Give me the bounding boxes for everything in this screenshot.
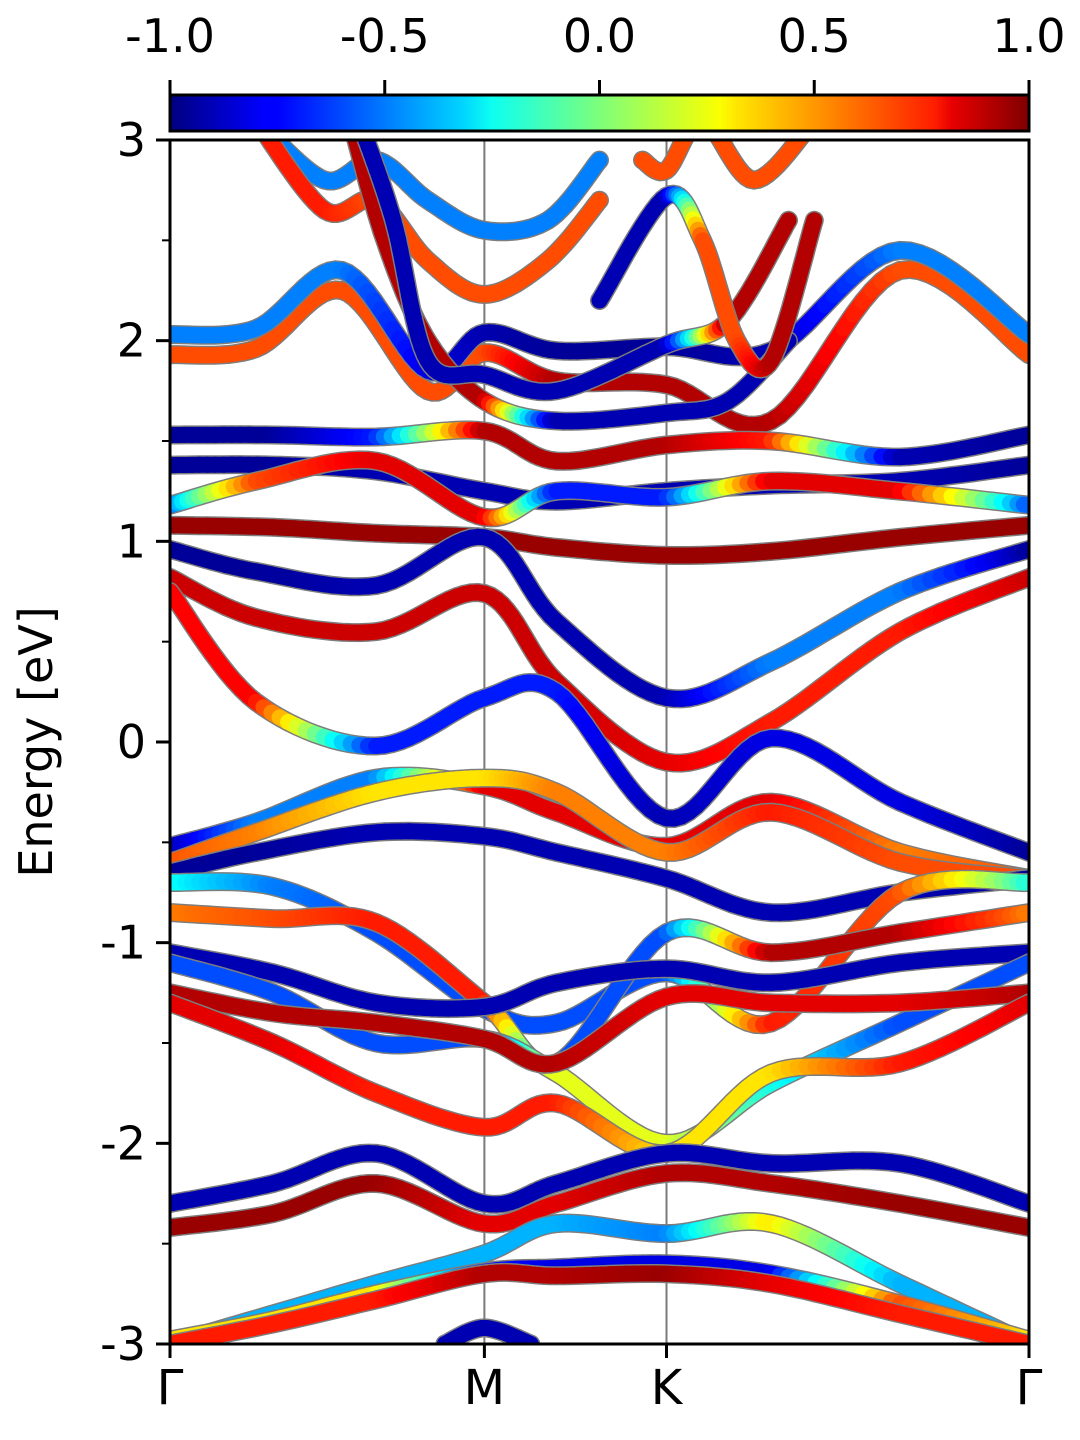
band-series <box>590 184 824 379</box>
band-series <box>170 259 1029 435</box>
y-tick-label: 3 <box>117 113 146 167</box>
y-tick-label: -3 <box>100 1317 146 1371</box>
band-series <box>262 140 609 242</box>
band-series <box>170 983 1029 1074</box>
y-axis-label: Energy [eV] <box>9 606 63 877</box>
bands <box>170 140 1029 1344</box>
band-series <box>170 582 1029 862</box>
x-tick-label: Γ <box>157 1360 184 1416</box>
colorbar: -1.0 -0.5 0.0 0.5 1.0 <box>125 9 1066 133</box>
band-segment <box>711 140 728 147</box>
band-series <box>170 943 1029 1019</box>
band-segment <box>678 140 693 145</box>
band-series <box>170 420 1029 471</box>
y-tick-label: 0 <box>117 715 146 769</box>
y-tick-label: -1 <box>100 916 146 970</box>
x-tick-label: Γ <box>1016 1360 1043 1416</box>
y-tick-label: -2 <box>100 1116 146 1170</box>
colorbar-tick-label: 0.5 <box>778 9 851 63</box>
band-series <box>170 1163 1029 1238</box>
colorbar-tick-label: -1.0 <box>125 9 215 63</box>
colorbar-tick-label: -0.5 <box>340 9 430 63</box>
colorbar-tick-label: 1.0 <box>992 9 1065 63</box>
band-series <box>435 1318 541 1344</box>
colorbar-gradient <box>168 93 1031 133</box>
band-segment <box>589 192 608 211</box>
band-segment <box>804 212 823 235</box>
band-series <box>170 515 1029 565</box>
band-series <box>170 768 1029 888</box>
band-series <box>170 527 1029 709</box>
band-series <box>170 993 1029 1164</box>
colorbar-ticks: -1.0 -0.5 0.0 0.5 1.0 <box>125 9 1066 95</box>
colorbar-tick-label: 0.0 <box>563 9 636 63</box>
plot-area: -3 -2 -1 0 1 2 3 Γ M K Γ Energy [eV] <box>9 113 1043 1416</box>
x-tick-label: K <box>651 1360 684 1416</box>
y-axis: -3 -2 -1 0 1 2 3 <box>100 113 170 1371</box>
y-tick-label: 1 <box>117 514 146 568</box>
band-segment <box>589 152 608 171</box>
band-segment <box>778 212 797 233</box>
band-series <box>170 450 1029 528</box>
y-tick-label: 2 <box>117 314 146 368</box>
x-tick-label: M <box>464 1360 505 1416</box>
